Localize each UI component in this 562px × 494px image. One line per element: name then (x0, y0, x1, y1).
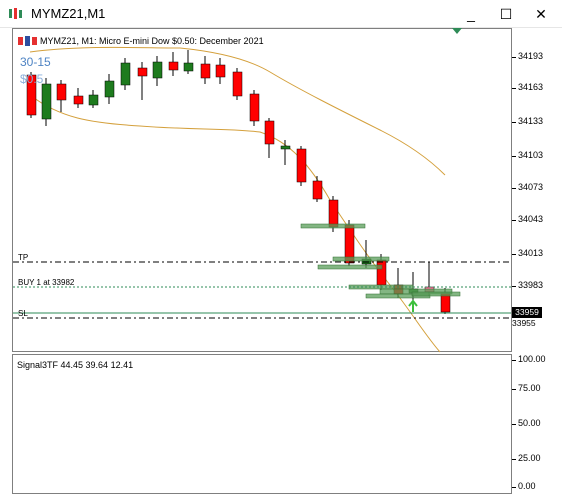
symbol-icon (18, 36, 37, 46)
sl-label: SL (18, 309, 28, 318)
minimize-button[interactable]: _ (467, 6, 475, 22)
indicator-tick: 100.00 (518, 354, 546, 364)
price-tick: 34043 (518, 214, 544, 224)
candles (26, 50, 451, 314)
price-tick: 33983 (518, 280, 544, 290)
window-titlebar: MYMZ21,M1 _ ☐ ✕ (0, 0, 562, 28)
price-tick: 34013 (518, 248, 544, 258)
info-line-1: 30-15 (20, 55, 51, 69)
current-price-badge: 33959 (512, 307, 542, 318)
close-button[interactable]: ✕ (535, 6, 547, 22)
chart-window-icon (9, 8, 22, 19)
price-axis: 34193 34163 34133 34103 34073 34043 3401… (512, 28, 562, 352)
price-tick: 34193 (518, 51, 544, 61)
period-separator-marker (452, 28, 462, 34)
indicator-tick: 25.00 (518, 453, 541, 463)
window-title: MYMZ21,M1 (31, 6, 106, 21)
price-tick: 34073 (518, 182, 544, 192)
indicator-tick: 75.00 (518, 383, 541, 393)
indicator-title: Signal3TF 44.45 39.64 12.41 (17, 360, 134, 370)
info-line-2: $0.5 (20, 72, 44, 86)
buy-arrow-icon (408, 299, 418, 312)
indicator-axis: 100.00 75.00 50.00 25.00 0.00 (512, 354, 562, 494)
maximize-button[interactable]: ☐ (499, 6, 513, 22)
price-tick: 34133 (518, 116, 544, 126)
chart-symbol-label: MYMZ21, M1: Micro E-mini Dow $0.50: Dece… (40, 36, 264, 46)
buy-order-label: BUY 1 at 33982 (18, 278, 75, 287)
price-tick: 34163 (518, 82, 544, 92)
indicator-tick: 50.00 (518, 418, 541, 428)
indicator-tick: 0.00 (518, 481, 536, 491)
indicator-pane[interactable] (12, 354, 512, 494)
tp-label: TP (18, 253, 29, 262)
signal-zones (300, 223, 461, 299)
price-tick: 34103 (518, 150, 544, 160)
moving-average-line (29, 46, 446, 176)
sl-price-label: 33955 (512, 318, 536, 328)
